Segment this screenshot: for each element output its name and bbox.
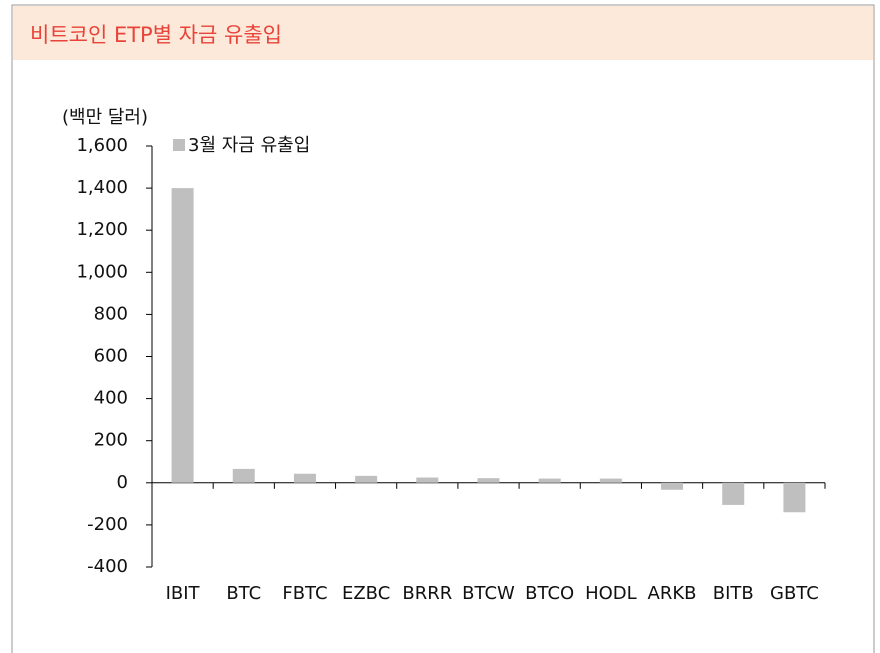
y-tick-label: 600 xyxy=(94,346,128,367)
x-tick-label: FBTC xyxy=(282,583,327,604)
header-band xyxy=(13,6,873,60)
x-tick-label: IBIT xyxy=(166,583,201,604)
legend-label: 3월 자금 유출입 xyxy=(188,135,310,156)
bar xyxy=(293,473,316,483)
y-tick-label: 1,200 xyxy=(76,219,128,240)
y-tick-label: 1,400 xyxy=(76,177,128,198)
x-tick-label: EZBC xyxy=(342,583,390,604)
x-tick-label: BTCO xyxy=(525,583,574,604)
x-tick-label: GBTC xyxy=(770,583,819,604)
x-tick-label: BRRR xyxy=(402,583,452,604)
y-tick-label: -400 xyxy=(87,556,128,577)
bar xyxy=(722,482,745,505)
chart-title: 비트코인 ETP별 자금 유출입 xyxy=(30,23,282,47)
y-tick-label: 400 xyxy=(94,388,128,409)
x-tick-label: HODL xyxy=(585,583,637,604)
frame xyxy=(11,4,875,653)
y-tick-label: 1,600 xyxy=(76,135,128,156)
y-tick-label: 200 xyxy=(94,430,128,451)
bar xyxy=(232,468,255,483)
x-tick-label: BTCW xyxy=(462,583,515,604)
y-tick-label: 0 xyxy=(117,472,128,493)
bar xyxy=(538,478,561,483)
bar xyxy=(355,475,378,483)
bar xyxy=(783,482,806,513)
x-tick-label: ARKB xyxy=(648,583,697,604)
y-axis-unit: (백만 달러) xyxy=(62,107,148,128)
y-tick-label: 800 xyxy=(94,303,128,324)
bar xyxy=(599,478,622,483)
bar xyxy=(171,188,194,483)
x-tick-label: BTC xyxy=(226,583,261,604)
y-tick-label: -200 xyxy=(87,514,128,535)
bar xyxy=(477,478,500,483)
y-tick-label: 1,000 xyxy=(76,261,128,282)
legend-swatch xyxy=(173,139,185,151)
bar xyxy=(661,482,684,490)
bar xyxy=(416,477,439,483)
x-tick-label: BITB xyxy=(713,583,754,604)
